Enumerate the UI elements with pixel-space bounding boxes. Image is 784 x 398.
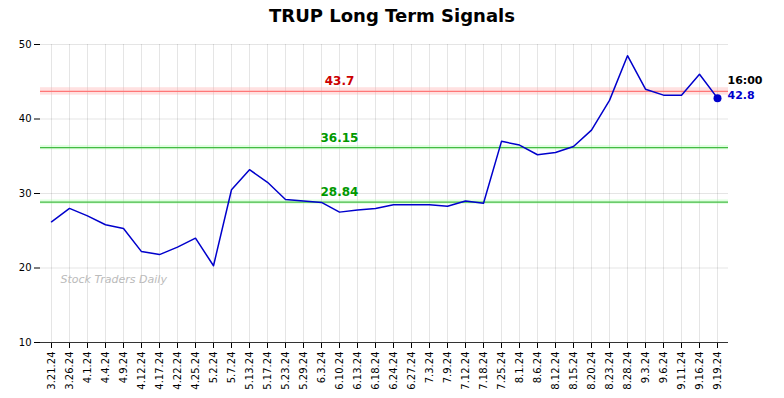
svg-text:8.23.24: 8.23.24 bbox=[604, 352, 615, 390]
svg-text:8.6.24: 8.6.24 bbox=[532, 352, 543, 384]
svg-text:5.23.24: 5.23.24 bbox=[280, 352, 291, 390]
svg-text:7.25.24: 7.25.24 bbox=[496, 352, 507, 390]
html-text:TRUP Long Term Signals: TRUP Long Term Signals bbox=[269, 5, 515, 26]
svg-text:4.1.24: 4.1.24 bbox=[82, 352, 93, 384]
svg-text:9.6.24: 9.6.24 bbox=[658, 352, 669, 384]
svg-text:9.19.24: 9.19.24 bbox=[712, 352, 723, 390]
svg-text:43.7: 43.7 bbox=[325, 74, 355, 88]
svg-text:6.24.24: 6.24.24 bbox=[388, 352, 399, 390]
svg-text:4.12.24: 4.12.24 bbox=[136, 352, 147, 390]
svg-text:7.18.24: 7.18.24 bbox=[478, 352, 489, 390]
svg-text:9.11.24: 9.11.24 bbox=[676, 352, 687, 390]
svg-text:7.9.24: 7.9.24 bbox=[442, 352, 453, 384]
svg-text:9.16.24: 9.16.24 bbox=[694, 352, 705, 390]
svg-text:5.13.24: 5.13.24 bbox=[244, 352, 255, 390]
svg-text:42.8: 42.8 bbox=[728, 89, 755, 102]
svg-text:5.2.24: 5.2.24 bbox=[208, 352, 219, 384]
svg-text:10: 10 bbox=[19, 337, 32, 348]
svg-text:4.17.24: 4.17.24 bbox=[154, 352, 165, 390]
svg-text:6.13.24: 6.13.24 bbox=[352, 352, 363, 390]
svg-text:5.29.24: 5.29.24 bbox=[298, 352, 309, 390]
svg-text:4.9.24: 4.9.24 bbox=[118, 352, 129, 384]
svg-text:28.84: 28.84 bbox=[321, 185, 359, 199]
svg-text:8.12.24: 8.12.24 bbox=[550, 352, 561, 390]
svg-text:16:00: 16:00 bbox=[728, 74, 763, 87]
svg-text:5.7.24: 5.7.24 bbox=[226, 352, 237, 384]
svg-text:5.17.24: 5.17.24 bbox=[262, 352, 273, 390]
svg-text:20: 20 bbox=[19, 262, 32, 273]
svg-text:8.20.24: 8.20.24 bbox=[586, 352, 597, 390]
svg-text:Stock Traders Daily: Stock Traders Daily bbox=[61, 273, 168, 286]
svg-text:9.3.24: 9.3.24 bbox=[640, 352, 651, 384]
svg-text:4.25.24: 4.25.24 bbox=[190, 352, 201, 390]
svg-text:8.1.24: 8.1.24 bbox=[514, 352, 525, 384]
svg-text:3.21.24: 3.21.24 bbox=[46, 352, 57, 390]
svg-text:8.15.24: 8.15.24 bbox=[568, 352, 579, 390]
svg-text:6.27.24: 6.27.24 bbox=[406, 352, 417, 390]
svg-text:40: 40 bbox=[19, 113, 32, 124]
svg-text:4.4.24: 4.4.24 bbox=[100, 352, 111, 384]
svg-text:36.15: 36.15 bbox=[321, 131, 359, 145]
svg-text:6.10.24: 6.10.24 bbox=[334, 352, 345, 390]
svg-text:6.3.24: 6.3.24 bbox=[316, 352, 327, 384]
svg-text:50: 50 bbox=[19, 39, 32, 50]
svg-text:7.12.24: 7.12.24 bbox=[460, 352, 471, 390]
svg-text:4.22.24: 4.22.24 bbox=[172, 352, 183, 390]
svg-text:30: 30 bbox=[19, 188, 32, 199]
svg-text:7.3.24: 7.3.24 bbox=[424, 352, 435, 384]
svg-text:8.28.24: 8.28.24 bbox=[622, 352, 633, 390]
svg-text:3.26.24: 3.26.24 bbox=[64, 352, 75, 390]
svg-text:6.18.24: 6.18.24 bbox=[370, 352, 381, 390]
